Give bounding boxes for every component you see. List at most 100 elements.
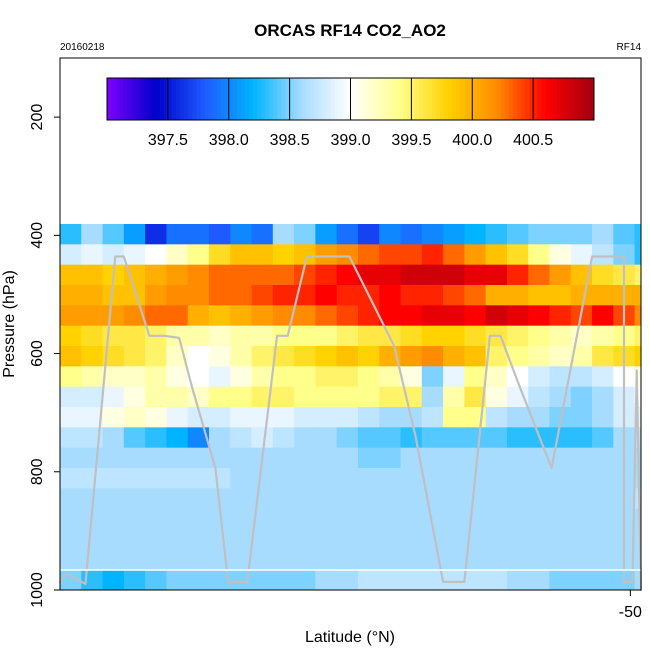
- heatmap-cell: [336, 325, 359, 347]
- heatmap-cell: [272, 244, 295, 266]
- heatmap-cell: [166, 366, 189, 388]
- colorbar-segment: [541, 78, 546, 120]
- heatmap-cell: [230, 508, 252, 530]
- heatmap-cell: [272, 305, 295, 327]
- colorbar-segment: [240, 78, 246, 120]
- heatmap-cell: [528, 224, 550, 245]
- heatmap-cell: [60, 285, 82, 306]
- heatmap-cell: [549, 508, 572, 530]
- colorbar-tick-label: 399.0: [330, 132, 370, 149]
- heatmap-cell: [294, 224, 316, 245]
- heatmap-cell: [208, 244, 231, 266]
- heatmap-cell: [123, 488, 146, 510]
- date-label: 20160218: [60, 42, 105, 53]
- colorbar-segment: [525, 78, 530, 120]
- heatmap-cell: [464, 569, 487, 591]
- colorbar-segment: [395, 78, 400, 120]
- heatmap-cell: [272, 346, 295, 367]
- heatmap-cell: [294, 386, 316, 408]
- heatmap-cell: [549, 325, 572, 347]
- heatmap-cell: [315, 366, 338, 388]
- colorbar-segment: [212, 78, 218, 120]
- heatmap-cell: [102, 285, 125, 306]
- heatmap-cell: [315, 529, 338, 550]
- colorbar-segment: [504, 78, 510, 120]
- heatmap-cell: [592, 549, 614, 571]
- heatmap-cell: [443, 508, 465, 530]
- colorbar-segment: [293, 78, 299, 120]
- heatmap-cell: [421, 569, 444, 591]
- colorbar-segment: [484, 78, 489, 120]
- colorbar-segment: [464, 78, 469, 120]
- heatmap-cell: [592, 508, 614, 530]
- heatmap-cell: [81, 224, 103, 245]
- colorbar-segment: [476, 78, 481, 120]
- heatmap-cell: [208, 427, 231, 449]
- heatmap-cell: [485, 447, 508, 469]
- heatmap-cell: [81, 447, 103, 469]
- colorbar-segment: [447, 78, 453, 120]
- heatmap-cell: [123, 427, 146, 449]
- colorbar-segment: [439, 78, 445, 120]
- heatmap-cell: [251, 549, 274, 571]
- heatmap-cell: [145, 264, 167, 286]
- heatmap-cell: [251, 305, 274, 327]
- heatmap-cell: [528, 325, 550, 347]
- colorbar-segment: [573, 78, 579, 120]
- heatmap-cell: [634, 224, 642, 245]
- plot-frame: [59, 57, 642, 591]
- heatmap-cell: [230, 468, 252, 489]
- heatmap-cell: [272, 447, 295, 469]
- heatmap-cell: [570, 447, 593, 469]
- heatmap-cell: [187, 285, 210, 306]
- colorbar-segment: [387, 78, 392, 120]
- heatmap-cell: [315, 305, 338, 327]
- heatmap-cell: [336, 386, 359, 408]
- heatmap-cell: [336, 224, 359, 245]
- heatmap-cell: [357, 447, 380, 469]
- heatmap-cell: [145, 447, 167, 469]
- heatmap-cell: [528, 488, 550, 510]
- heatmap-cell: [379, 244, 401, 266]
- heatmap-cell: [166, 244, 189, 266]
- heatmap-cell: [357, 224, 380, 245]
- heatmap-cell: [230, 569, 252, 591]
- heatmap-cell: [230, 305, 252, 327]
- heatmap-cell: [421, 529, 444, 550]
- colorbar-segment: [285, 78, 291, 120]
- heatmap-cell: [230, 407, 252, 428]
- heatmap-cell: [336, 529, 359, 550]
- colorbar: 397.5 398.0 398.5 399.0 399.5 400.0 400.5: [106, 77, 595, 149]
- heatmap-cell: [379, 264, 401, 286]
- heatmap-cell: [272, 529, 295, 550]
- colorbar-segment: [362, 78, 368, 120]
- heatmap-cell: [464, 447, 487, 469]
- heatmap-cell: [251, 224, 274, 245]
- heatmap-cell: [145, 224, 167, 245]
- colorbar-segment: [346, 78, 351, 120]
- flight-track: [58, 255, 643, 592]
- heatmap-cell: [230, 386, 252, 408]
- heatmap-cell: [549, 468, 572, 489]
- heatmap-cell: [145, 549, 167, 571]
- heatmap-cell: [294, 427, 316, 449]
- heatmap-cell: [485, 244, 508, 266]
- heatmap-cell: [443, 427, 465, 449]
- heatmap-cell: [379, 386, 401, 408]
- heatmap-cell: [570, 508, 593, 530]
- heatmap-cell: [506, 447, 529, 469]
- heatmap-cell: [123, 244, 146, 266]
- heatmap-cell: [379, 224, 401, 245]
- heatmap-cell: [81, 264, 103, 286]
- heatmap-cell: [464, 264, 487, 286]
- colorbar-segment: [196, 78, 201, 120]
- heatmap-cell: [570, 224, 593, 245]
- heatmap-cell: [400, 468, 423, 489]
- heatmap-cell: [357, 549, 380, 571]
- heatmap-cell: [315, 488, 338, 510]
- heatmap-cell: [166, 224, 189, 245]
- heatmap-cell: [230, 224, 252, 245]
- heatmap-cell: [251, 488, 274, 510]
- heatmap-cell: [528, 285, 550, 306]
- colorbar-segment: [472, 78, 477, 120]
